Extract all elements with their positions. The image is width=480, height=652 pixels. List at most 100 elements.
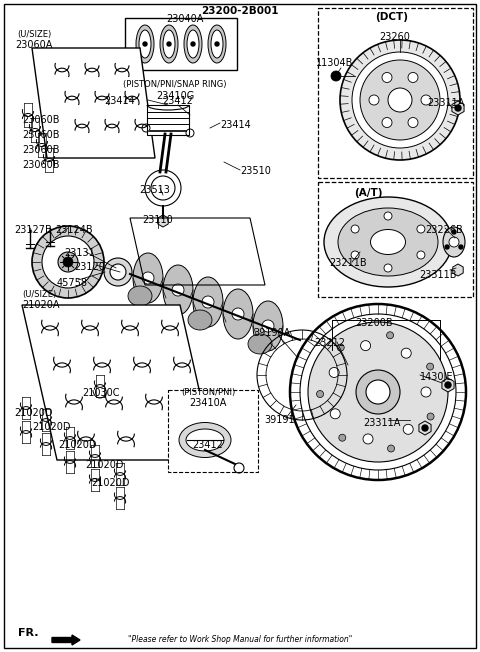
Polygon shape xyxy=(32,48,155,158)
Ellipse shape xyxy=(371,230,406,254)
Circle shape xyxy=(417,251,425,259)
Text: (U/SIZE): (U/SIZE) xyxy=(22,290,56,299)
Circle shape xyxy=(329,368,339,378)
Ellipse shape xyxy=(211,30,223,58)
Text: "Please refer to Work Shop Manual for further information": "Please refer to Work Shop Manual for fu… xyxy=(128,635,352,644)
Ellipse shape xyxy=(187,30,199,58)
Bar xyxy=(125,18,237,70)
Circle shape xyxy=(445,245,449,249)
Circle shape xyxy=(445,382,451,388)
Text: (A/T): (A/T) xyxy=(354,188,382,198)
Circle shape xyxy=(191,42,195,46)
Circle shape xyxy=(384,212,392,220)
Text: 23200-2B001: 23200-2B001 xyxy=(201,6,279,16)
Text: FR.: FR. xyxy=(18,628,38,638)
Circle shape xyxy=(215,42,219,46)
Circle shape xyxy=(421,387,431,397)
Circle shape xyxy=(351,251,359,259)
Circle shape xyxy=(452,230,456,234)
Circle shape xyxy=(360,60,440,140)
Ellipse shape xyxy=(163,265,193,315)
Text: 23200B: 23200B xyxy=(355,318,393,328)
Text: 23311B: 23311B xyxy=(419,270,457,280)
Circle shape xyxy=(352,52,448,148)
Text: 23311A: 23311A xyxy=(427,98,465,108)
Text: (DCT): (DCT) xyxy=(375,12,408,22)
Circle shape xyxy=(351,225,359,233)
Ellipse shape xyxy=(184,25,202,63)
Text: 23131: 23131 xyxy=(65,248,96,258)
Bar xyxy=(318,8,473,178)
Text: 23412: 23412 xyxy=(192,440,223,450)
Ellipse shape xyxy=(188,310,212,330)
Circle shape xyxy=(330,409,340,419)
Text: 23510: 23510 xyxy=(240,166,271,176)
Ellipse shape xyxy=(223,289,253,339)
Text: (PISTON/PNI): (PISTON/PNI) xyxy=(181,388,235,397)
Text: 23120: 23120 xyxy=(74,262,106,272)
Text: 23211B: 23211B xyxy=(329,258,367,268)
Text: 23060B: 23060B xyxy=(22,145,60,155)
Ellipse shape xyxy=(338,208,438,276)
Text: 23260: 23260 xyxy=(380,32,410,42)
Circle shape xyxy=(63,257,73,267)
Ellipse shape xyxy=(128,286,152,306)
Text: 23060B: 23060B xyxy=(22,160,60,170)
Circle shape xyxy=(422,425,428,431)
Text: 21020D: 21020D xyxy=(58,440,96,450)
Ellipse shape xyxy=(248,334,272,354)
Text: 21020D: 21020D xyxy=(85,460,123,470)
Circle shape xyxy=(167,42,171,46)
Ellipse shape xyxy=(163,30,175,58)
Text: 23513: 23513 xyxy=(140,185,170,195)
Circle shape xyxy=(104,258,132,286)
Circle shape xyxy=(356,370,400,414)
Circle shape xyxy=(417,225,425,233)
Text: 23412: 23412 xyxy=(163,96,193,106)
Text: 23410G: 23410G xyxy=(156,91,194,101)
Circle shape xyxy=(58,252,78,272)
Circle shape xyxy=(388,88,412,112)
Circle shape xyxy=(339,434,346,441)
Bar xyxy=(168,390,258,472)
Circle shape xyxy=(427,363,433,370)
Circle shape xyxy=(387,445,395,452)
Circle shape xyxy=(366,380,390,404)
Ellipse shape xyxy=(139,30,151,58)
Circle shape xyxy=(340,40,460,160)
Text: 23414: 23414 xyxy=(105,96,135,106)
Text: 21020D: 21020D xyxy=(32,422,71,432)
Circle shape xyxy=(382,72,392,83)
Text: 23414: 23414 xyxy=(220,120,251,130)
Text: 23212: 23212 xyxy=(314,338,346,348)
Circle shape xyxy=(427,413,434,420)
Text: 23110: 23110 xyxy=(143,215,173,225)
Ellipse shape xyxy=(443,227,465,257)
Text: 23410A: 23410A xyxy=(189,398,227,408)
Circle shape xyxy=(202,296,214,308)
Text: (U/SIZE): (U/SIZE) xyxy=(17,30,51,39)
Text: 39190A: 39190A xyxy=(253,328,290,338)
Circle shape xyxy=(142,272,154,284)
Circle shape xyxy=(408,117,418,128)
Text: 21020A: 21020A xyxy=(22,300,60,310)
Ellipse shape xyxy=(324,197,452,287)
Circle shape xyxy=(455,105,461,111)
Circle shape xyxy=(449,237,459,247)
Circle shape xyxy=(110,264,126,280)
Ellipse shape xyxy=(193,277,223,327)
Circle shape xyxy=(32,226,104,298)
Circle shape xyxy=(360,340,371,351)
Ellipse shape xyxy=(136,25,154,63)
Circle shape xyxy=(172,284,184,296)
Circle shape xyxy=(337,344,344,351)
Bar xyxy=(147,105,189,135)
Circle shape xyxy=(421,95,431,105)
Text: 23060B: 23060B xyxy=(22,130,60,140)
Circle shape xyxy=(369,95,379,105)
Ellipse shape xyxy=(186,429,224,451)
Circle shape xyxy=(316,391,324,398)
Text: 23226B: 23226B xyxy=(425,225,463,235)
Bar xyxy=(318,182,473,297)
Circle shape xyxy=(386,332,394,339)
